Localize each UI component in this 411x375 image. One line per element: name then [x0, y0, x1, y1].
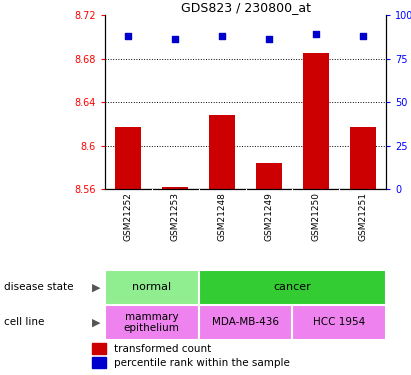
Point — [172, 36, 178, 42]
Point — [125, 33, 132, 39]
Text: GSM21249: GSM21249 — [265, 192, 274, 241]
Bar — [92, 343, 106, 354]
Text: cancer: cancer — [274, 282, 312, 292]
Bar — [256, 163, 282, 189]
Text: MDA-MB-436: MDA-MB-436 — [212, 317, 279, 327]
Bar — [199, 270, 386, 305]
Bar — [350, 127, 376, 189]
Text: ▶: ▶ — [92, 282, 101, 292]
Text: percentile rank within the sample: percentile rank within the sample — [114, 358, 290, 368]
Text: GSM21252: GSM21252 — [124, 192, 133, 241]
Text: ▶: ▶ — [92, 317, 101, 327]
Bar — [293, 305, 386, 340]
Text: disease state: disease state — [4, 282, 74, 292]
Text: normal: normal — [132, 282, 171, 292]
Point — [313, 31, 319, 37]
Bar — [162, 187, 188, 189]
Text: GSM21251: GSM21251 — [358, 192, 367, 241]
Text: GSM21250: GSM21250 — [312, 192, 321, 241]
Bar — [105, 305, 199, 340]
Text: HCC 1954: HCC 1954 — [313, 317, 365, 327]
Bar — [303, 53, 329, 189]
Point — [219, 33, 225, 39]
Bar — [105, 270, 199, 305]
Text: GSM21248: GSM21248 — [217, 192, 226, 241]
Text: mammary
epithelium: mammary epithelium — [124, 312, 180, 333]
Bar — [92, 357, 106, 368]
Title: GDS823 / 230800_at: GDS823 / 230800_at — [180, 1, 311, 14]
Text: GSM21253: GSM21253 — [171, 192, 180, 241]
Text: cell line: cell line — [4, 317, 44, 327]
Bar — [199, 305, 293, 340]
Point — [266, 36, 272, 42]
Point — [360, 33, 366, 39]
Bar — [115, 127, 141, 189]
Text: transformed count: transformed count — [114, 344, 211, 354]
Bar — [209, 115, 235, 189]
